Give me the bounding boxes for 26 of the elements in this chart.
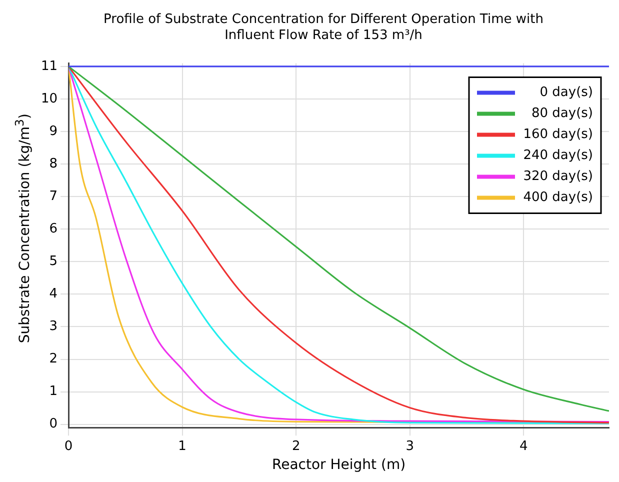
y-tick-label: 8 xyxy=(49,156,58,172)
legend-label: 80 day(s) xyxy=(531,106,593,122)
y-tick-label: 10 xyxy=(40,91,58,106)
text: Influent Flow Rate of 153 m³/h xyxy=(224,28,422,43)
x-tick-label: 1 xyxy=(178,438,186,454)
y-tick-label: 11 xyxy=(40,58,58,74)
legend-label: 320 day(s) xyxy=(523,169,593,184)
y-tick-label: 6 xyxy=(49,222,58,237)
y-tick-label: 5 xyxy=(49,254,58,270)
y-tick-label: 4 xyxy=(49,286,58,302)
x-tick-label: 2 xyxy=(292,438,300,454)
y-tick-label: 1 xyxy=(49,384,58,400)
legend-label: 240 day(s) xyxy=(523,148,593,164)
legend-label: 0 day(s) xyxy=(540,85,593,100)
y-tick-label: 9 xyxy=(49,124,58,139)
x-tick-label: 0 xyxy=(64,438,73,454)
x-tick-label: 3 xyxy=(406,438,414,454)
legend-label: 160 day(s) xyxy=(523,127,593,142)
y-tick-label: 2 xyxy=(49,352,58,367)
x-tick-label: 4 xyxy=(520,438,528,454)
y-tick-label: 0 xyxy=(49,416,58,432)
y-tick-label: 3 xyxy=(49,319,58,334)
legend-label: 400 day(s) xyxy=(523,190,593,206)
text: Profile of Substrate Concentration for Different Operation Time with xyxy=(104,12,544,28)
y-tick-label: 7 xyxy=(49,188,58,204)
x-axis-title: Reactor Height (m) xyxy=(272,457,406,474)
